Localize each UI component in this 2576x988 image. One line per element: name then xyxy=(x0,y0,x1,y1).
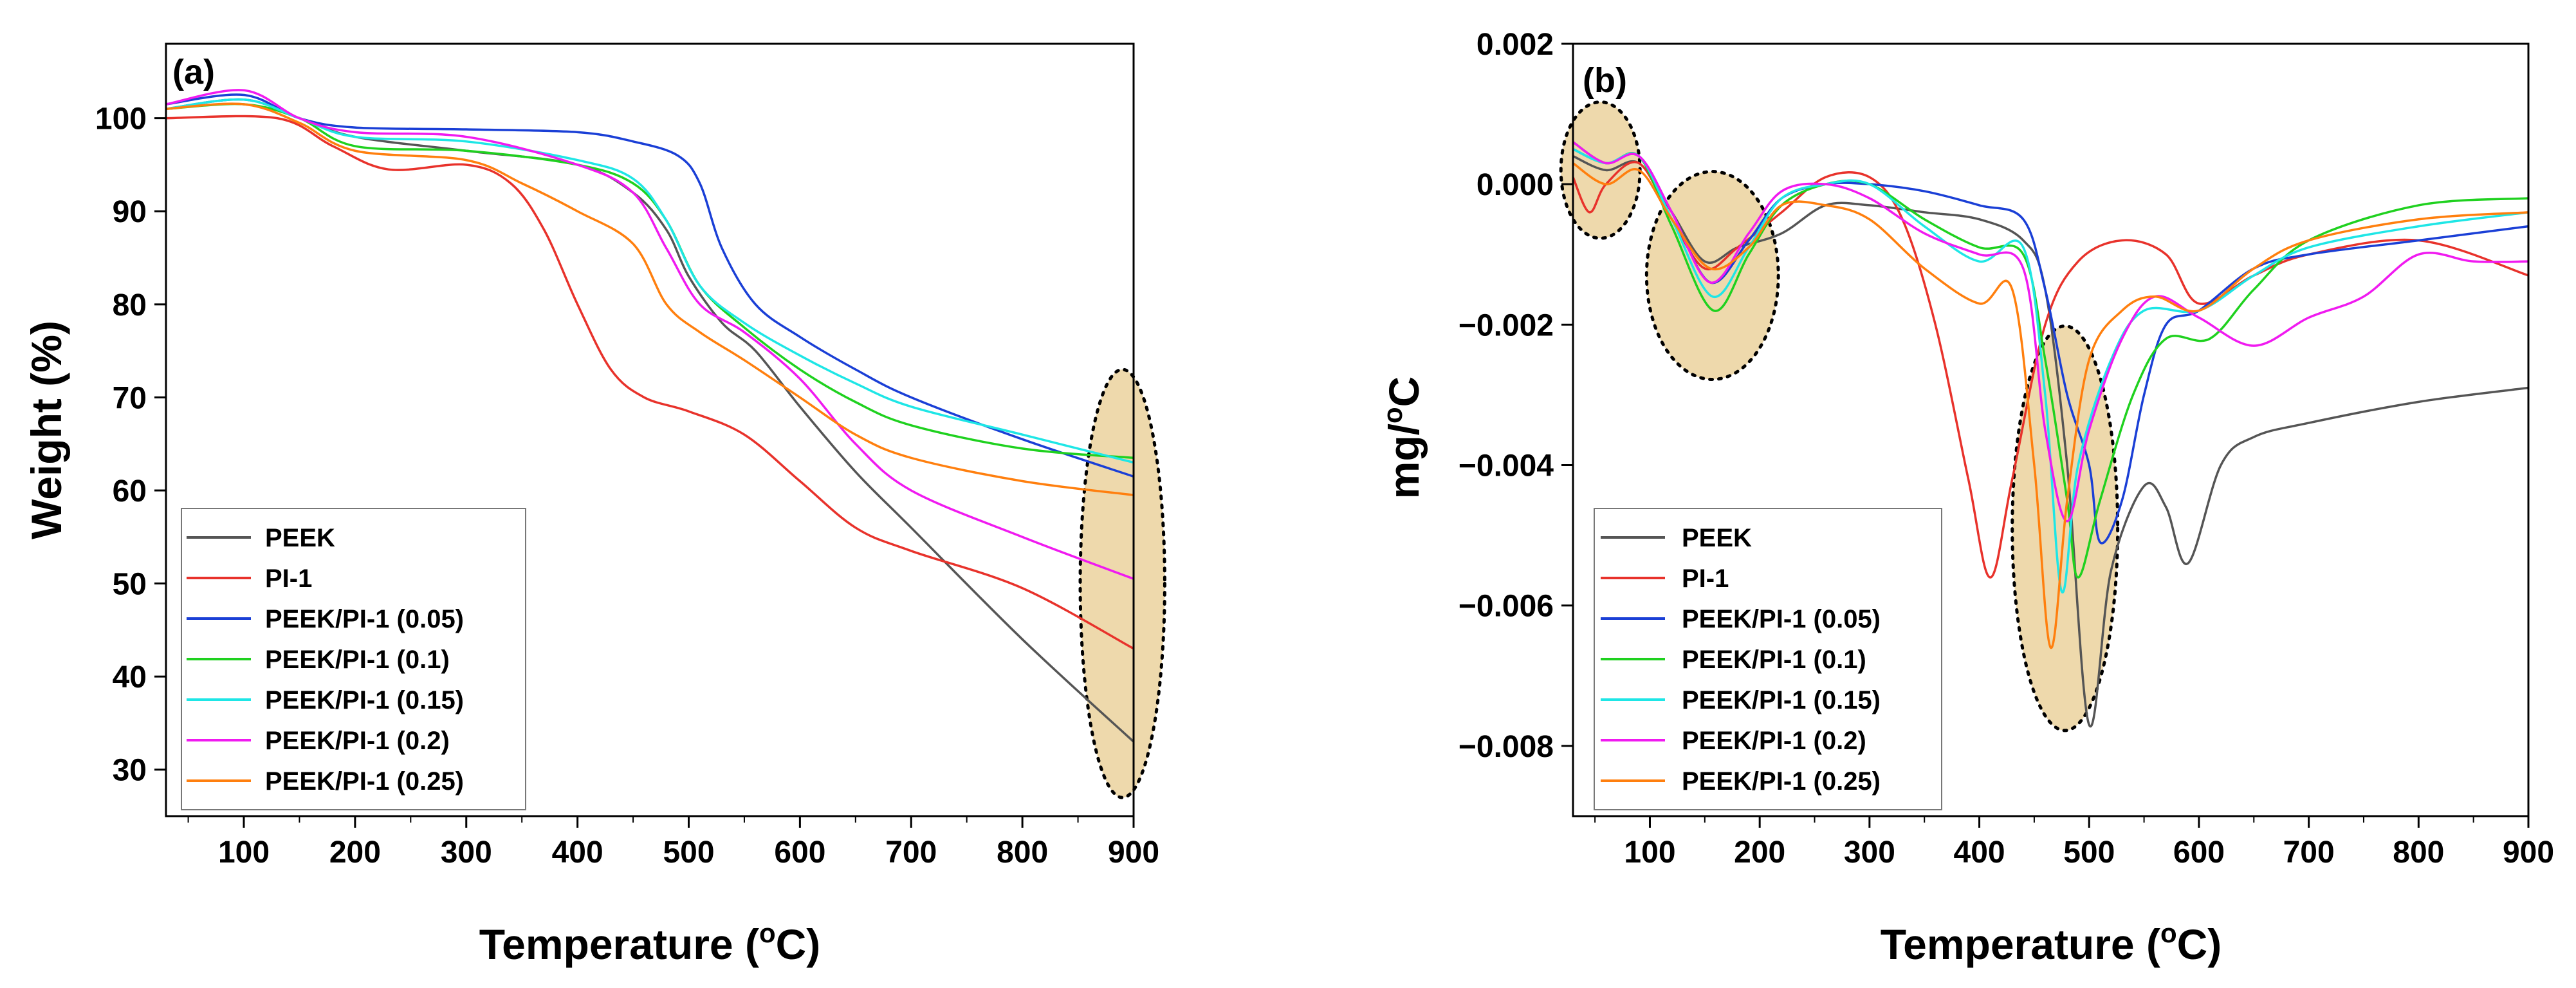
series-group xyxy=(166,89,1134,743)
x-tick-label: 700 xyxy=(2283,835,2335,870)
x-tick-label: 800 xyxy=(2393,835,2444,870)
x-tick-label: 100 xyxy=(1624,835,1675,870)
x-tick-label: 600 xyxy=(2173,835,2225,870)
series-line-peek-pi-1-0-25 xyxy=(166,102,1134,496)
legend-label-peek-pi-1-0-1: PEEK/PI-1 (0.1) xyxy=(265,646,450,674)
x-axis-label-end: C) xyxy=(2177,920,2222,968)
series-line-peek-pi-1-0-15 xyxy=(166,98,1134,464)
x-axis-label-sup: o xyxy=(2160,918,2177,948)
series-line-peek xyxy=(1573,154,2528,728)
legend-label-peek-pi-1-0-05: PEEK/PI-1 (0.05) xyxy=(1682,605,1881,633)
series-line-peek-pi-1-0-2 xyxy=(1573,141,2528,523)
x-tick-label: 400 xyxy=(552,835,603,870)
y-tick-label: −0.004 xyxy=(1458,449,1554,483)
y-tick-label: 100 xyxy=(95,102,147,136)
panel-label: (a) xyxy=(172,53,215,91)
legend-label-peek-pi-1-0-05: PEEK/PI-1 (0.05) xyxy=(265,605,464,633)
legend-label-peek-pi-1-0-15: PEEK/PI-1 (0.15) xyxy=(1682,686,1881,714)
panel-label: (b) xyxy=(1583,61,1627,100)
x-tick-label: 300 xyxy=(1844,835,1895,870)
x-tick-label: 900 xyxy=(2503,835,2554,870)
y-tick-label: 60 xyxy=(113,474,147,508)
x-axis-label-end: C) xyxy=(776,920,821,968)
y-tick-label: −0.008 xyxy=(1458,730,1554,764)
series-line-pi-1 xyxy=(166,115,1134,650)
series-line-peek-pi-1-0-25 xyxy=(1573,162,2528,649)
series-line-peek-pi-1-0-2 xyxy=(166,89,1134,580)
chart-panel-b: 100 200 300 400 500 600 700 800 900 0.002 0.000 −0.… xyxy=(1377,28,2554,968)
legend-label-peek-pi-1-0-25: PEEK/PI-1 (0.25) xyxy=(265,767,464,796)
legend-label-pi-1: PI-1 xyxy=(265,564,312,593)
series-line-peek-pi-1-0-1 xyxy=(1573,141,2528,579)
legend: PEEK PI-1 PEEK/PI-1 (0.05) PEEK/PI-1 (0.1) P… xyxy=(181,508,526,810)
y-tick-label: 0.002 xyxy=(1477,28,1554,62)
x-tick-label: 200 xyxy=(1734,835,1785,870)
y-tick-label: 40 xyxy=(113,660,147,694)
y-axis-label-end: C xyxy=(1380,377,1428,407)
x-tick-label: 500 xyxy=(663,835,714,870)
x-axis-label: Temperature (oC) xyxy=(1881,918,2222,968)
x-tick-label: 700 xyxy=(885,835,937,870)
x-axis-label-sup: o xyxy=(759,918,776,948)
series-line-peek-pi-1-0-05 xyxy=(166,93,1134,478)
y-tick-label: −0.002 xyxy=(1458,308,1554,342)
x-tick-label: 500 xyxy=(2063,835,2115,870)
y-tick-label: 50 xyxy=(113,568,147,602)
legend-label-pi-1: PI-1 xyxy=(1682,564,1729,593)
legend-label-peek-pi-1-0-15: PEEK/PI-1 (0.15) xyxy=(265,686,464,714)
plot-frame xyxy=(165,42,1135,817)
y-tick-label: 30 xyxy=(113,754,147,788)
series-line-peek-pi-1-0-1 xyxy=(166,102,1134,460)
series-group xyxy=(1573,141,2528,728)
y-tick-label: 80 xyxy=(113,288,147,322)
x-tick-label: 800 xyxy=(997,835,1048,870)
x-tick-label: 100 xyxy=(218,835,270,870)
plot-frame xyxy=(1572,42,2530,817)
y-tick-label: 0.000 xyxy=(1477,168,1554,202)
legend-label-peek-pi-1-0-2: PEEK/PI-1 (0.2) xyxy=(265,727,450,755)
y-axis-label-main: mg/ xyxy=(1380,424,1428,499)
highlight-ellipse-1 xyxy=(1078,368,1166,799)
legend-label-peek-pi-1-0-25: PEEK/PI-1 (0.25) xyxy=(1682,767,1881,796)
x-tick-label: 600 xyxy=(774,835,825,870)
legend-label-peek-pi-1-0-2: PEEK/PI-1 (0.2) xyxy=(1682,727,1866,755)
y-axis-label-sup: o xyxy=(1377,407,1408,424)
y-tick-label: −0.006 xyxy=(1458,590,1554,624)
y-tick-label: 90 xyxy=(113,195,147,229)
x-axis-label-main: Temperature ( xyxy=(479,920,759,968)
legend-label-peek: PEEK xyxy=(1682,524,1752,552)
chart-panel-a: 100 200 300 400 500 600 700 800 900 30 40 50 60 70 80 9… xyxy=(23,42,1166,968)
legend: PEEK PI-1 PEEK/PI-1 (0.05) PEEK/PI-1 (0.1) P… xyxy=(1594,508,1942,810)
x-axis-label: Temperature (oC) xyxy=(479,918,821,968)
legend-label-peek-pi-1-0-1: PEEK/PI-1 (0.1) xyxy=(1682,646,1866,674)
y-tick-label: 70 xyxy=(113,381,147,415)
y-axis-label: mg/oC xyxy=(1377,377,1428,499)
series-line-peek-pi-1-0-15 xyxy=(1573,148,2528,594)
x-tick-label: 300 xyxy=(441,835,492,870)
y-axis-label: Weight (%) xyxy=(23,321,70,539)
x-tick-label: 200 xyxy=(329,835,381,870)
legend-label-peek: PEEK xyxy=(265,524,335,552)
x-axis-label-main: Temperature ( xyxy=(1881,920,2160,968)
x-tick-label: 400 xyxy=(1954,835,2005,870)
x-tick-label: 900 xyxy=(1108,835,1159,870)
